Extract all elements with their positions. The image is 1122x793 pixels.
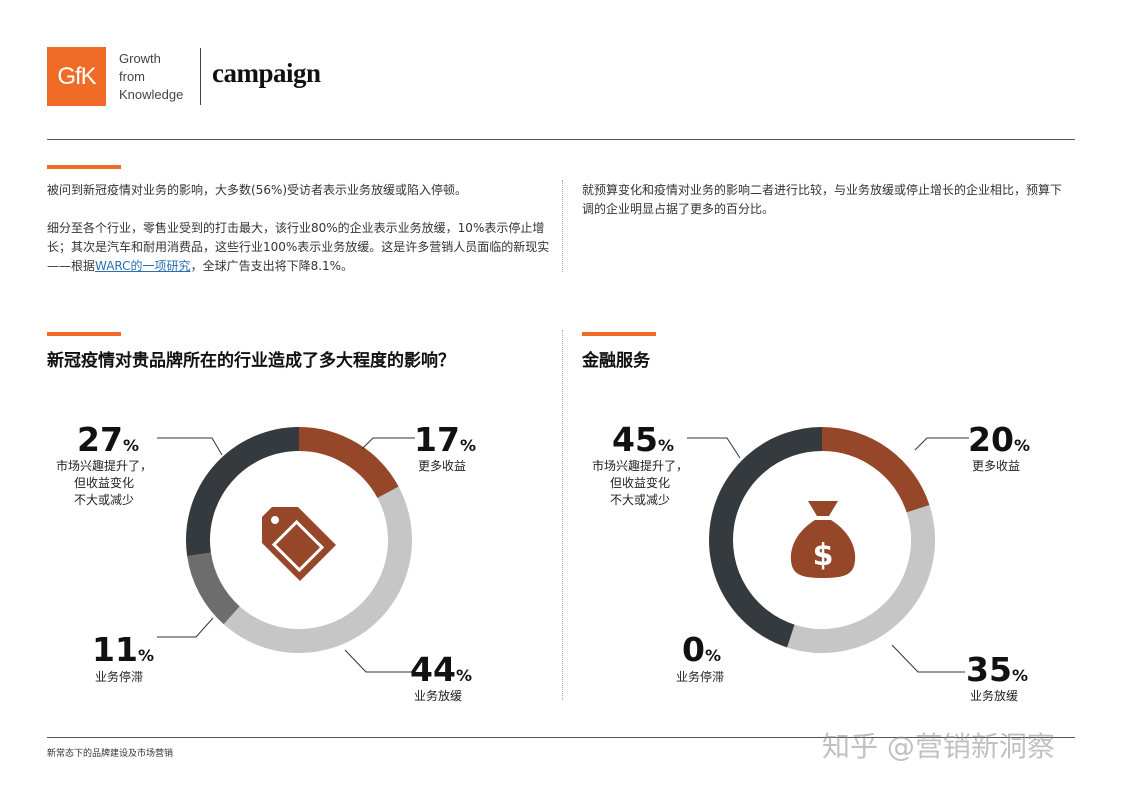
intro-left: 被问到新冠疫情对业务的影响，大多数(56%)受访者表示业务放缓或陷入停顿。 细分… [47,181,552,295]
leader-line [157,437,223,456]
donut-slices [709,427,935,653]
gfk-tagline: Growth from Knowledge [119,50,183,104]
callout-label-more: 更多收益 [972,459,1020,473]
donut-slice [821,427,930,513]
callout-label-interest: 市场兴趣提升了， [592,458,688,473]
gfk-logo-text: GfK [57,63,96,90]
callout-value-interest: 27% [77,420,139,459]
callout-value-more: 17% [414,420,476,459]
column-divider [562,330,563,700]
leader-line [157,617,214,638]
intro-paragraph: 被问到新冠疫情对业务的影响，大多数(56%)受访者表示业务放缓或陷入停顿。 [47,183,468,197]
callout-value-more: 20% [968,420,1030,459]
callout-label-more: 更多收益 [418,459,466,473]
campaign-logo: campaign [212,58,321,88]
callout-label-slow: 业务放缓 [970,688,1018,703]
footer-title: 新常态下的品牌建设及市场营销 [47,749,174,759]
intro-right: 就预算变化和疫情对业务的影响二者进行比较，与业务放缓或停止增长的企业相比，预算下… [582,181,1072,238]
price-tag-icon [262,507,336,581]
chart-title-industry: 新冠疫情对贵品牌所在的行业造成了多大程度的影响？ [47,351,455,371]
callout-value-stall: 11% [92,630,154,669]
callout-label-interest: 市场兴趣提升了， [56,458,152,473]
intro-text: ，全球广告支出将下降8.1%。 [190,259,354,273]
donut-slices [186,427,412,653]
donut-slice [298,427,399,499]
callout-label-interest: 不大或减少 [610,493,670,507]
gfk-tagline-line: Growth [119,51,161,66]
callout-label-interest: 不大或减少 [74,493,134,507]
callout-value-stall: 0% [682,630,721,669]
leader-line [361,437,415,450]
callout-label-stall: 业务停滞 [676,669,724,684]
footer-rule [47,737,1075,738]
accent-bar [47,165,121,169]
gfk-tagline-line: from [119,69,145,84]
logo-divider [200,48,201,105]
callout-label-interest: 但收益变化 [74,475,134,490]
watermark: 知乎 @营销新洞察 [822,730,1055,763]
accent-bar [47,332,121,336]
donut-slice [186,427,300,557]
money-bag-icon: $ [790,501,856,578]
chart-title-finance: 金融服务 [582,351,650,371]
accent-bar [582,332,656,336]
header-rule [47,139,1075,140]
callout-label-interest: 但收益变化 [610,475,670,490]
donut-slice [709,427,823,648]
donut-slice [223,486,412,653]
intro-paragraph: 就预算变化和疫情对业务的影响二者进行比较，与业务放缓或停止增长的企业相比，预算下… [582,183,1063,216]
gfk-tagline-line: Knowledge [119,87,184,102]
intro-paragraph: 细分至各个行业，零售业受到的打击最大，该行业80%的企业表示业务放缓，10%表示… [47,219,552,276]
leader-line [914,437,969,451]
warc-study-link[interactable]: WARC的一项研究 [95,259,191,273]
leader-line [344,649,412,673]
leader-line [891,644,965,673]
callout-value-slow: 35% [966,650,1028,689]
donut-slice [187,552,240,625]
leader-line [687,437,741,459]
column-divider [562,180,563,272]
gfk-logo: GfK [47,47,106,106]
svg-text:$: $ [813,538,834,573]
callout-value-slow: 44% [410,650,472,689]
callout-value-interest: 45% [612,420,674,459]
callout-label-slow: 业务放缓 [414,688,462,703]
callout-label-stall: 业务停滞 [95,669,143,684]
intro-text: 细分至各个行业，零售业受到的打击最大，该行业80%的企业表示业务放缓，10%表示… [47,221,550,273]
donut-slice [787,505,935,653]
